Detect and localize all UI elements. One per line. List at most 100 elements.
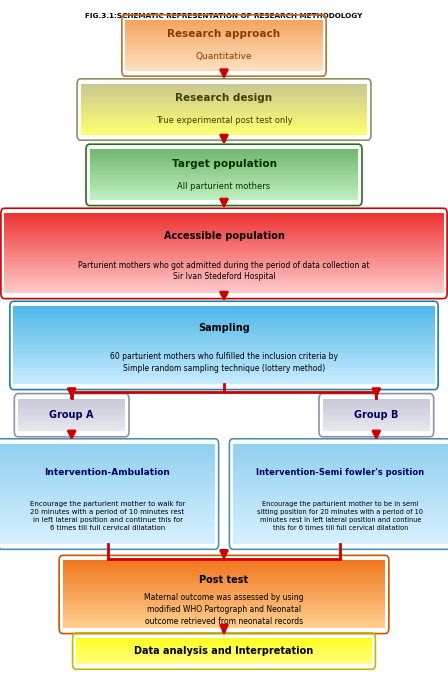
Bar — [81, 105, 367, 106]
Text: True experimental post test only: True experimental post test only — [156, 116, 292, 125]
Bar — [13, 344, 435, 345]
Bar — [233, 487, 448, 489]
Text: Intervention-Semi fowler's position: Intervention-Semi fowler's position — [256, 468, 425, 477]
Bar — [323, 411, 430, 412]
Bar — [76, 644, 372, 645]
Bar — [323, 419, 430, 420]
Bar — [18, 410, 125, 411]
Bar — [125, 53, 323, 55]
Bar — [233, 481, 448, 483]
Bar — [13, 371, 435, 373]
Bar — [4, 216, 444, 218]
Bar — [18, 406, 125, 408]
Bar — [125, 49, 323, 50]
Bar — [76, 647, 372, 648]
Bar — [4, 281, 444, 282]
Bar — [90, 195, 358, 197]
Bar — [4, 264, 444, 266]
Bar — [0, 527, 215, 529]
Bar — [323, 421, 430, 422]
Bar — [4, 229, 444, 231]
Bar — [13, 338, 435, 340]
Bar — [18, 402, 125, 403]
Bar — [90, 151, 358, 152]
Bar — [81, 93, 367, 94]
Bar — [4, 285, 444, 286]
Bar — [13, 376, 435, 377]
Bar — [81, 96, 367, 97]
Bar — [63, 601, 385, 603]
Bar — [13, 361, 435, 362]
Bar — [63, 565, 385, 566]
Bar — [63, 585, 385, 586]
Bar — [18, 429, 125, 430]
Bar — [13, 345, 435, 346]
Bar — [63, 624, 385, 626]
Bar — [125, 67, 323, 68]
Bar — [0, 507, 215, 509]
Bar — [76, 638, 372, 639]
Bar — [13, 314, 435, 315]
Bar — [13, 372, 435, 374]
Bar — [90, 152, 358, 153]
Bar — [233, 524, 448, 526]
Bar — [323, 414, 430, 415]
Bar — [0, 525, 215, 527]
Bar — [81, 90, 367, 91]
Bar — [81, 126, 367, 127]
Bar — [90, 193, 358, 194]
Text: All parturient mothers: All parturient mothers — [177, 181, 271, 191]
Bar — [0, 479, 215, 481]
Bar — [63, 611, 385, 613]
Bar — [4, 251, 444, 252]
Bar — [4, 226, 444, 228]
Bar — [13, 353, 435, 355]
Bar — [4, 277, 444, 278]
Bar — [90, 191, 358, 193]
Bar — [18, 425, 125, 426]
Bar — [18, 422, 125, 423]
Bar — [233, 492, 448, 494]
Bar — [233, 534, 448, 536]
Bar — [90, 173, 358, 174]
Text: Quantitative: Quantitative — [196, 52, 252, 61]
Bar — [323, 430, 430, 431]
Bar — [63, 612, 385, 613]
Bar — [81, 90, 367, 92]
Bar — [90, 162, 358, 163]
Bar — [0, 516, 215, 518]
Bar — [0, 503, 215, 506]
Bar — [13, 319, 435, 321]
Bar — [76, 654, 372, 655]
Bar — [18, 409, 125, 410]
Text: Maternal outcome was assessed by using
modified WHO Partograph and Neonatal
outc: Maternal outcome was assessed by using m… — [144, 593, 304, 625]
Bar — [125, 24, 323, 25]
Bar — [13, 342, 435, 344]
Bar — [125, 41, 323, 42]
Bar — [0, 449, 215, 451]
Bar — [0, 499, 215, 501]
Bar — [81, 102, 367, 104]
Bar — [63, 578, 385, 580]
Bar — [90, 157, 358, 158]
Bar — [125, 55, 323, 57]
Bar — [18, 423, 125, 424]
Bar — [125, 28, 323, 30]
Bar — [0, 464, 215, 466]
Bar — [13, 368, 435, 370]
Bar — [13, 323, 435, 325]
Bar — [233, 522, 448, 524]
Bar — [90, 172, 358, 173]
Bar — [76, 640, 372, 641]
Bar — [4, 240, 444, 241]
Bar — [233, 506, 448, 508]
Bar — [233, 472, 448, 474]
Bar — [233, 450, 448, 452]
Bar — [76, 641, 372, 642]
Bar — [4, 221, 444, 223]
Bar — [323, 428, 430, 429]
Bar — [90, 171, 358, 173]
Bar — [233, 457, 448, 459]
Bar — [0, 487, 215, 489]
Bar — [323, 420, 430, 421]
